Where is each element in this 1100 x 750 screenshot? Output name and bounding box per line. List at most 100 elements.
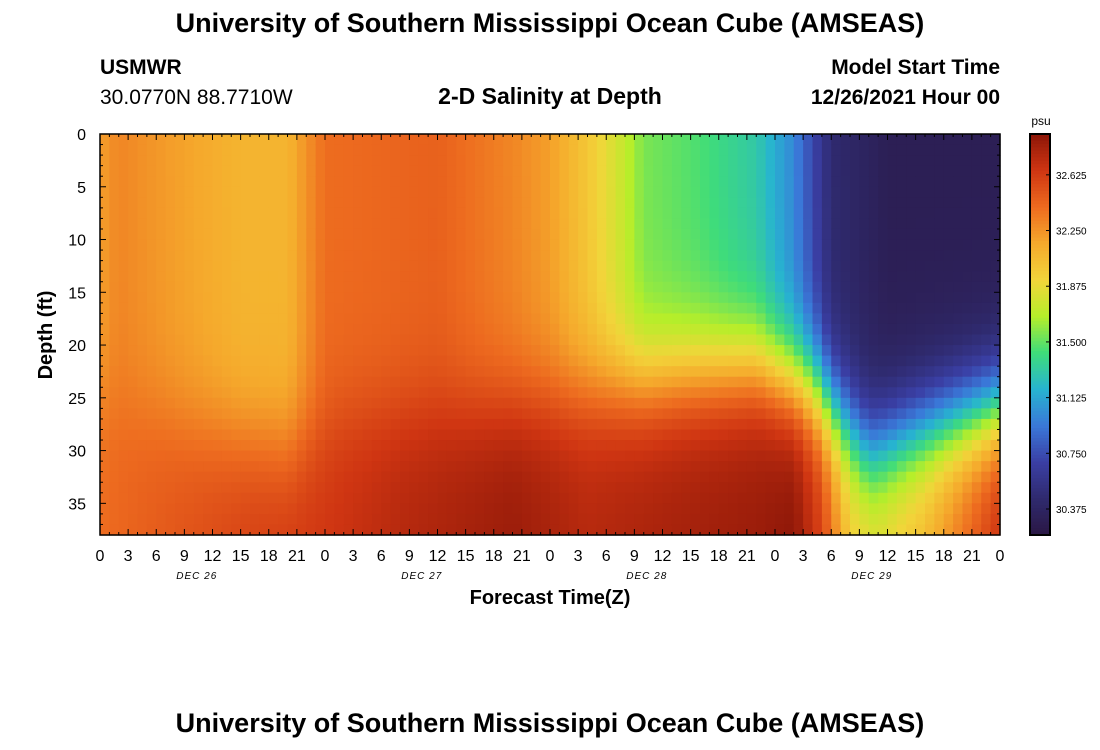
heatmap-cell	[193, 366, 204, 378]
heatmap-cell	[962, 155, 973, 167]
heatmap-cell	[934, 218, 945, 230]
heatmap-cell	[156, 228, 167, 241]
heatmap-cell	[559, 450, 570, 462]
heatmap-cell	[550, 397, 560, 409]
heatmap-cell	[765, 440, 776, 452]
heatmap-cell	[896, 176, 907, 188]
heatmap-cell	[625, 334, 635, 346]
heatmap-cell	[859, 281, 870, 293]
heatmap-cell	[371, 345, 382, 357]
heatmap-cell	[831, 186, 842, 198]
heatmap-cell	[315, 260, 326, 272]
heatmap-cell	[231, 281, 242, 293]
heatmap-cell	[418, 271, 429, 283]
heatmap-cell	[287, 355, 298, 367]
heatmap-cell	[803, 207, 814, 220]
heatmap-cell	[362, 513, 373, 526]
heatmap-cell	[765, 450, 776, 462]
heatmap-cell	[559, 239, 570, 251]
heatmap-cell	[850, 228, 860, 241]
heatmap-cell	[512, 334, 523, 346]
heatmap-cell	[381, 461, 392, 473]
heatmap-cell	[203, 397, 214, 409]
heatmap-cell	[306, 471, 317, 483]
colorbar-segment	[1030, 324, 1050, 329]
heatmap-cell	[540, 281, 551, 293]
heatmap-cell	[381, 492, 392, 504]
heatmap-cell	[325, 155, 335, 167]
heatmap-cell	[550, 260, 560, 272]
heatmap-cell	[503, 165, 514, 177]
heatmap-cell	[925, 186, 935, 198]
heatmap-cell	[371, 366, 382, 378]
heatmap-cell	[634, 387, 645, 399]
heatmap-cell	[634, 376, 645, 388]
heatmap-cell	[315, 134, 326, 146]
heatmap-cell	[615, 260, 626, 272]
heatmap-cell	[793, 418, 804, 431]
heatmap-cell	[250, 429, 260, 441]
heatmap-cell	[418, 482, 429, 494]
heatmap-cell	[868, 408, 879, 420]
heatmap-cell	[990, 461, 1001, 473]
heatmap-cell	[475, 144, 485, 156]
heatmap-cell	[353, 281, 364, 293]
heatmap-cell	[756, 503, 767, 515]
heatmap-cell	[409, 418, 420, 431]
colorbar-segment	[1030, 528, 1050, 533]
heatmap-cell	[878, 281, 889, 293]
heatmap-cell	[484, 228, 495, 241]
heatmap-cell	[306, 440, 317, 452]
heatmap-cell	[934, 408, 945, 420]
heatmap-cell	[390, 503, 401, 515]
heatmap-cell	[175, 355, 185, 367]
heatmap-cell	[118, 524, 129, 536]
heatmap-cell	[315, 313, 326, 325]
heatmap-cell	[887, 461, 898, 473]
heatmap-cell	[990, 165, 1001, 177]
heatmap-cell	[887, 334, 898, 346]
heatmap-cell	[475, 323, 485, 336]
heatmap-cell	[437, 376, 448, 388]
heatmap-cell	[671, 197, 682, 209]
heatmap-cell	[193, 155, 204, 167]
heatmap-cell	[803, 292, 814, 304]
heatmap-cell	[278, 165, 289, 177]
heatmap-cell	[634, 134, 645, 146]
heatmap-cell	[296, 292, 307, 304]
heatmap-cell	[475, 250, 485, 262]
heatmap-cell	[643, 134, 654, 146]
heatmap-cell	[203, 418, 214, 431]
heatmap-cell	[100, 218, 110, 230]
heatmap-cell	[456, 239, 467, 251]
heatmap-cell	[296, 313, 307, 325]
heatmap-cell	[840, 313, 851, 325]
heatmap-cell	[484, 165, 495, 177]
heatmap-cell	[465, 513, 476, 526]
heatmap-cell	[428, 218, 439, 230]
heatmap-cell	[418, 492, 429, 504]
heatmap-cell	[390, 513, 401, 526]
heatmap-cell	[765, 228, 776, 241]
heatmap-cell	[737, 260, 748, 272]
heatmap-cell	[775, 165, 785, 177]
heatmap-cell	[643, 429, 654, 441]
colorbar-segment	[1030, 334, 1050, 339]
heatmap-cell	[784, 165, 795, 177]
heatmap-cell	[306, 176, 317, 188]
heatmap-cell	[962, 355, 973, 367]
heatmap-cell	[334, 503, 345, 515]
heatmap-cell	[203, 366, 214, 378]
heatmap-cell	[737, 376, 748, 388]
heatmap-cell	[906, 197, 917, 209]
heatmap-cell	[437, 429, 448, 441]
heatmap-cell	[915, 302, 926, 314]
heatmap-cell	[709, 271, 720, 283]
heatmap-cell	[484, 429, 495, 441]
heatmap-cell	[737, 302, 748, 314]
heatmap-cell	[400, 218, 410, 230]
heatmap-cell	[925, 450, 935, 462]
heatmap-cell	[850, 271, 860, 283]
heatmap-cell	[381, 313, 392, 325]
heatmap-cell	[521, 292, 532, 304]
